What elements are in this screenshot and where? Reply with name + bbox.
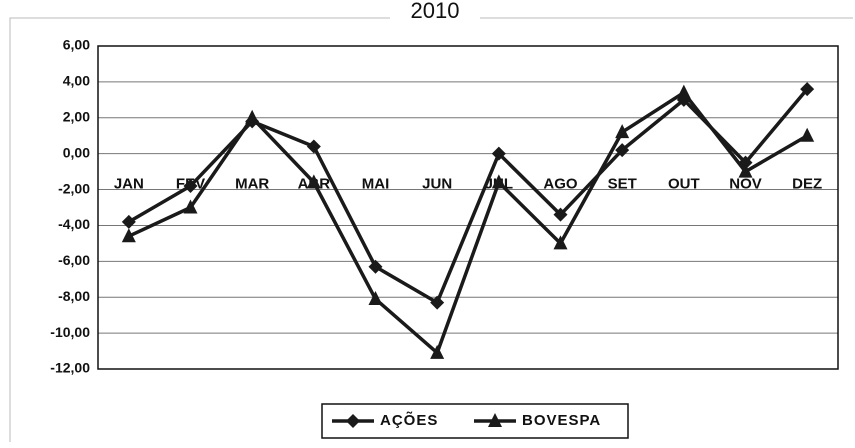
point bbox=[800, 127, 815, 142]
x-tick-label: MAI bbox=[362, 176, 390, 193]
plot-frame bbox=[97, 45, 839, 370]
point bbox=[430, 295, 445, 310]
y-tick-label: -4,00 bbox=[58, 216, 90, 232]
series-line bbox=[128, 90, 809, 355]
chart-border bbox=[9, 17, 853, 442]
point bbox=[306, 174, 321, 189]
y-tick-label: 0,00 bbox=[63, 144, 90, 160]
x-tick-label: JUN bbox=[422, 176, 452, 193]
point bbox=[738, 163, 753, 178]
x-tick-label: SET bbox=[608, 176, 637, 193]
y-tick-label: 2,00 bbox=[63, 108, 90, 124]
point bbox=[800, 82, 815, 97]
x-tick-label: AGO bbox=[543, 176, 578, 193]
point bbox=[553, 207, 568, 222]
chart-title: 2010 bbox=[411, 0, 460, 23]
x-tick-label: DEZ bbox=[792, 176, 822, 193]
legend-marker bbox=[346, 414, 360, 428]
y-tick-label: -10,00 bbox=[50, 324, 90, 340]
point bbox=[121, 228, 136, 243]
point bbox=[368, 259, 383, 274]
point bbox=[368, 291, 383, 306]
x-tick-label: OUT bbox=[668, 176, 700, 193]
y-tick-label: -2,00 bbox=[58, 180, 90, 196]
point bbox=[183, 199, 198, 214]
x-tick-label: NOV bbox=[729, 176, 762, 193]
legend-label: AÇÕES bbox=[380, 411, 438, 429]
point bbox=[553, 235, 568, 250]
y-tick-label: -12,00 bbox=[50, 360, 90, 376]
point bbox=[183, 178, 198, 193]
point bbox=[491, 174, 506, 189]
y-tick-label: 4,00 bbox=[63, 73, 90, 89]
point bbox=[121, 214, 136, 229]
y-tick-label: -6,00 bbox=[58, 252, 90, 268]
point bbox=[306, 139, 321, 154]
point bbox=[615, 124, 630, 139]
legend-label: BOVESPA bbox=[522, 412, 601, 429]
x-tick-label: MAR bbox=[235, 176, 269, 193]
legend-marker bbox=[488, 413, 502, 427]
y-tick-label: 6,00 bbox=[63, 37, 90, 53]
point bbox=[491, 146, 506, 161]
point bbox=[615, 143, 630, 158]
point bbox=[245, 109, 260, 124]
point bbox=[430, 344, 445, 359]
y-tick-label: -8,00 bbox=[58, 288, 90, 304]
x-tick-label: JAN bbox=[114, 176, 144, 193]
point bbox=[676, 84, 691, 99]
